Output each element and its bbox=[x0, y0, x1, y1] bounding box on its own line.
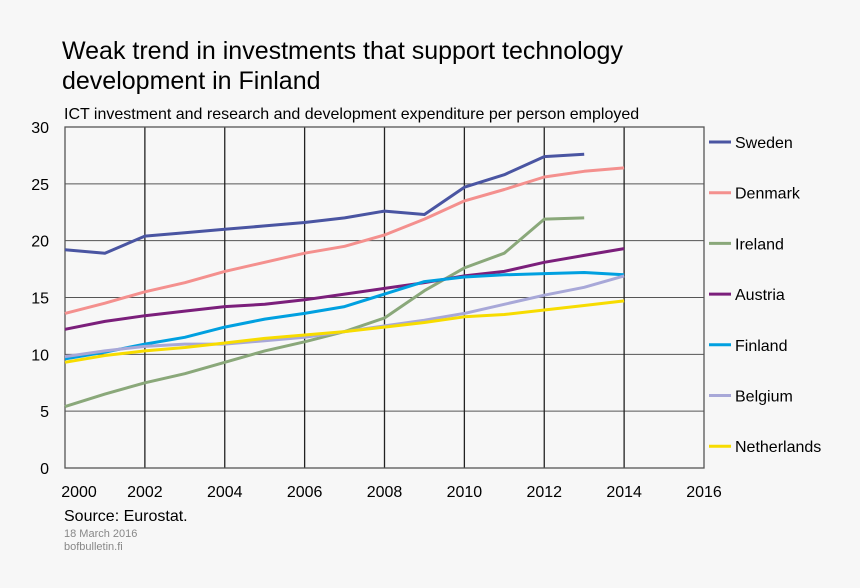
legend-label-denmark: Denmark bbox=[735, 186, 801, 203]
series-line-austria bbox=[64, 247, 625, 331]
series-line-sweden bbox=[64, 152, 585, 255]
x-tick-label: 2002 bbox=[127, 484, 163, 501]
y-tick-label: 15 bbox=[31, 291, 49, 308]
y-tick-label: 10 bbox=[31, 347, 49, 364]
x-tick-label: 2016 bbox=[686, 484, 722, 501]
legend-label-netherlands: Netherlands bbox=[735, 439, 821, 456]
x-tick-label: 2006 bbox=[287, 484, 323, 501]
chart-title: Weak trend in investments that support t… bbox=[62, 37, 623, 95]
series-line-netherlands bbox=[64, 299, 625, 364]
y-tick-label: 30 bbox=[31, 120, 49, 137]
x-tick-label: 2008 bbox=[367, 484, 403, 501]
site-name: bofbulletin.fi bbox=[64, 541, 123, 553]
y-tick-label: 25 bbox=[31, 177, 49, 194]
legend-label-austria: Austria bbox=[735, 287, 785, 304]
source-note: Source: Eurostat. bbox=[64, 508, 188, 525]
x-tick-label: 2004 bbox=[207, 484, 243, 501]
y-tick-label: 0 bbox=[40, 461, 49, 478]
chart-subtitle: ICT investment and research and developm… bbox=[64, 106, 640, 123]
series-line-denmark bbox=[64, 166, 625, 315]
y-tick-label: 5 bbox=[40, 404, 49, 421]
x-tick-label: 2014 bbox=[606, 484, 642, 501]
x-tick-label: 2010 bbox=[447, 484, 483, 501]
x-tick-label: 2000 bbox=[61, 484, 97, 501]
legend-label-ireland: Ireland bbox=[735, 236, 784, 253]
plot-frame bbox=[64, 126, 705, 469]
legend-label-finland: Finland bbox=[735, 338, 787, 355]
x-tick-label: 2012 bbox=[526, 484, 562, 501]
legend-label-belgium: Belgium bbox=[735, 389, 793, 406]
legend-label-sweden: Sweden bbox=[735, 135, 793, 152]
publication-date: 18 March 2016 bbox=[64, 528, 138, 540]
series-line-finland bbox=[64, 271, 625, 361]
series-line-ireland bbox=[64, 216, 585, 409]
y-tick-label: 20 bbox=[31, 234, 49, 251]
